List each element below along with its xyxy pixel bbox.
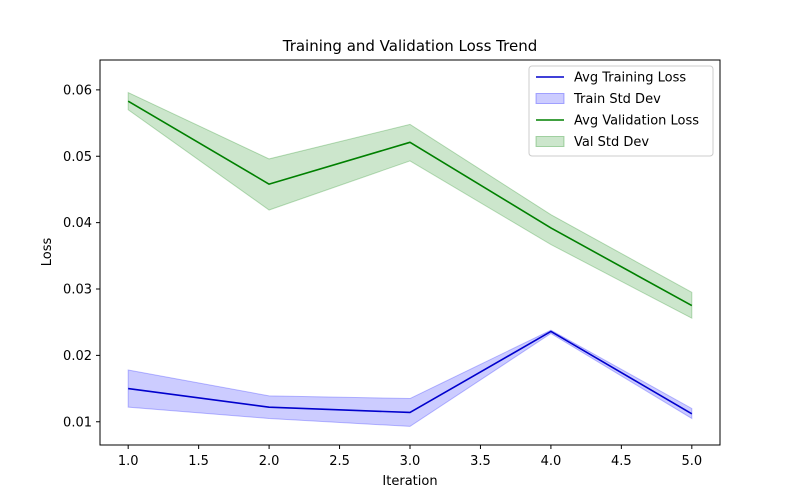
x-tick-label: 2.5 — [329, 454, 350, 469]
y-axis-ticks: 0.01 0.02 0.03 0.04 0.05 0.06 — [63, 83, 100, 430]
x-tick-label: 4.5 — [611, 454, 632, 469]
y-tick-label: 0.04 — [63, 216, 92, 231]
y-tick-label: 0.02 — [63, 349, 92, 364]
legend-entry-label: Avg Validation Loss — [574, 114, 699, 129]
legend-box — [528, 65, 714, 157]
x-tick-label: 3.5 — [470, 454, 491, 469]
legend-entry-label: Avg Training Loss — [574, 71, 686, 86]
y-axis-label: Loss — [40, 238, 55, 267]
line-avg-validation-loss — [127, 100, 693, 307]
x-axis-label: Iteration — [382, 474, 437, 489]
series-lines — [127, 100, 693, 415]
legend-entry-label: Val Std Dev — [574, 135, 649, 150]
line-avg-training-loss — [128, 330, 693, 415]
legend: Avg Training Loss Train Std Dev Avg Valida… — [528, 65, 714, 157]
x-axis-ticks: 1.0 1.5 2.0 2.5 3.0 3.5 4.0 4.5 5.0 — [118, 445, 702, 469]
y-tick-label: 0.01 — [63, 415, 92, 430]
legend-entry-label: Train Std Dev — [573, 92, 661, 107]
y-tick-label: 0.06 — [63, 83, 92, 98]
std-dev-bands — [127, 91, 693, 427]
x-tick-label: 4.0 — [541, 454, 562, 469]
legend-swatch-band — [535, 93, 565, 104]
legend-swatch-band — [535, 136, 565, 147]
y-tick-label: 0.05 — [63, 150, 92, 165]
band-train-std-dev — [127, 329, 693, 427]
chart-title: Training and Validation Loss Trend — [282, 37, 538, 55]
x-tick-label: 5.0 — [681, 454, 702, 469]
y-tick-label: 0.03 — [63, 283, 92, 298]
band-val-std-dev — [127, 91, 693, 320]
x-tick-label: 3.0 — [400, 454, 421, 469]
x-tick-label: 1.0 — [118, 454, 139, 469]
x-tick-label: 1.5 — [188, 454, 209, 469]
x-tick-label: 2.0 — [259, 454, 280, 469]
